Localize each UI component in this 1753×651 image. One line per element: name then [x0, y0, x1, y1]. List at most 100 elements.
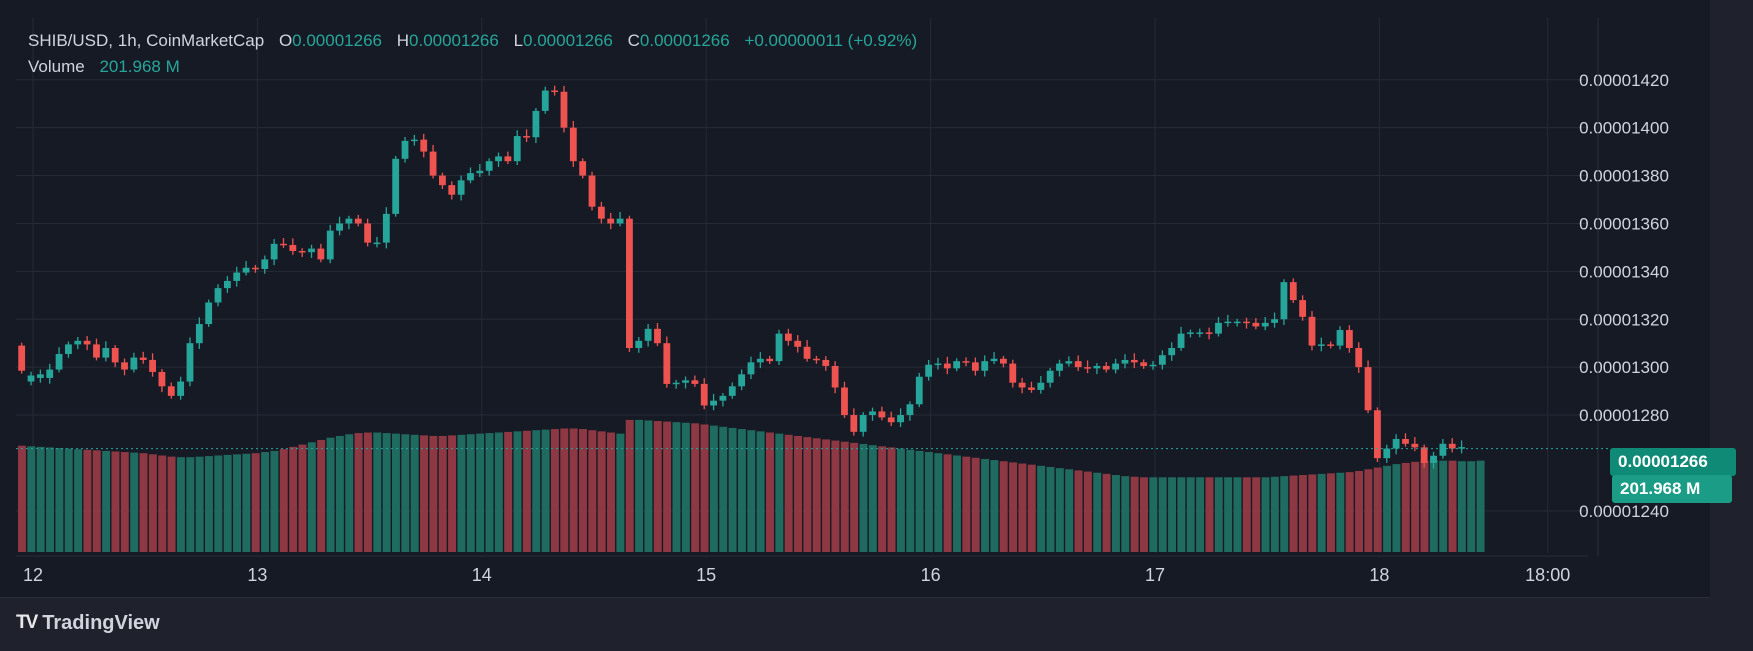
volume-bar	[784, 434, 793, 552]
candle-body	[1009, 363, 1017, 383]
volume-bar	[943, 454, 952, 552]
volume-bar	[812, 438, 821, 552]
volume-bar	[541, 429, 550, 552]
candle-body	[607, 218, 615, 224]
volume-bar	[1214, 477, 1223, 552]
candle-body	[1102, 365, 1110, 370]
volume-bar	[1420, 460, 1429, 552]
volume-bar	[1196, 477, 1205, 552]
candle-body	[1355, 347, 1363, 368]
volume-bar	[448, 435, 457, 552]
candle-body	[1084, 367, 1091, 369]
candle-body	[1000, 358, 1007, 364]
candle-body	[588, 175, 596, 207]
volume-bar	[532, 430, 541, 552]
volume-bar	[1065, 469, 1074, 552]
volume-bar	[831, 440, 840, 552]
candle-body	[205, 302, 213, 325]
candle-body	[775, 333, 783, 362]
volume-bar	[64, 448, 73, 552]
volume-bar	[906, 449, 915, 552]
candle-body	[139, 357, 147, 360]
low-key: L	[513, 31, 524, 50]
candle-body	[93, 344, 100, 358]
last-volume-badge: 201.968 M	[1612, 475, 1732, 503]
candle-body	[504, 156, 512, 162]
volume-bar	[420, 435, 428, 552]
volume-bar	[429, 435, 438, 552]
candle-body	[579, 161, 587, 176]
volume-bar	[747, 430, 756, 552]
volume-bar	[1093, 472, 1102, 552]
candle-body	[83, 340, 91, 345]
symbol-label: SHIB/USD, 1h, CoinMarketCap	[28, 31, 265, 50]
volume-bar	[953, 455, 961, 552]
volume-bar	[326, 437, 335, 552]
candle-body	[27, 375, 35, 382]
volume-bar	[887, 447, 896, 552]
volume-bar	[1308, 474, 1317, 552]
tradingview-logo-icon: TV	[16, 612, 38, 633]
candle-body	[915, 376, 923, 405]
candle-body	[317, 248, 325, 260]
volume-bar	[990, 460, 999, 552]
candle-body	[186, 343, 194, 382]
volume-bar	[700, 424, 709, 552]
candle-body	[1130, 359, 1138, 363]
volume-bar	[317, 439, 326, 552]
volume-bar	[1336, 472, 1345, 552]
volume-bar	[1140, 477, 1148, 552]
candle-body	[364, 223, 372, 243]
candle-body	[831, 365, 839, 388]
candle-body	[223, 280, 231, 289]
volume-bar	[382, 433, 391, 552]
candle-body	[382, 213, 390, 243]
volume-bar	[971, 457, 980, 552]
candle-body	[1420, 447, 1428, 463]
volume-bar	[803, 437, 812, 552]
tradingview-logo[interactable]: TV TradingView	[16, 610, 160, 636]
volume-bar	[270, 450, 279, 552]
volume-bar	[1168, 477, 1176, 552]
volume-bar	[728, 427, 737, 552]
volume-bar	[924, 452, 933, 552]
candle-body	[1280, 282, 1288, 320]
candle-body	[252, 267, 259, 270]
volume-bar	[457, 434, 466, 552]
volume-bar	[981, 458, 989, 552]
candle-body	[869, 411, 876, 416]
candle-body	[1149, 364, 1157, 367]
volume-bar	[1448, 460, 1457, 552]
candle-body	[513, 136, 521, 162]
volume-bar	[1457, 461, 1466, 552]
volume-bar	[868, 445, 877, 552]
volume-bar	[139, 453, 148, 552]
volume-bar	[1327, 473, 1335, 552]
volume-bar	[644, 420, 653, 552]
candle-body	[1299, 300, 1307, 317]
volume-bar	[120, 452, 129, 552]
volume-label: Volume	[28, 57, 85, 76]
candle-body	[943, 363, 951, 369]
candle-body	[1140, 362, 1148, 366]
candle-body	[953, 361, 961, 369]
volume-bar	[522, 430, 531, 552]
candle-body	[1233, 321, 1241, 324]
volume-bar	[681, 422, 690, 552]
volume-bar	[83, 449, 92, 552]
volume-bar	[354, 433, 363, 552]
volume-bar	[1298, 475, 1307, 552]
candle-body	[1289, 282, 1297, 301]
y-tick-label: 0.00001380	[1579, 167, 1669, 186]
x-tick-label: 12	[23, 565, 43, 585]
volume-bar	[1261, 477, 1270, 552]
volume-bar	[1046, 466, 1055, 552]
volume-bar	[1111, 475, 1120, 552]
candle-body	[1383, 448, 1391, 459]
last-price-badge: 0.00001266	[1610, 448, 1736, 476]
chart-canvas[interactable]: 0.00001420 0.00001400 0.00001380 0.00001360…	[0, 0, 1753, 600]
candle-body	[457, 180, 465, 195]
volume-bar	[1401, 462, 1410, 552]
volume-bar	[373, 432, 382, 552]
volume-bar	[1158, 477, 1167, 552]
